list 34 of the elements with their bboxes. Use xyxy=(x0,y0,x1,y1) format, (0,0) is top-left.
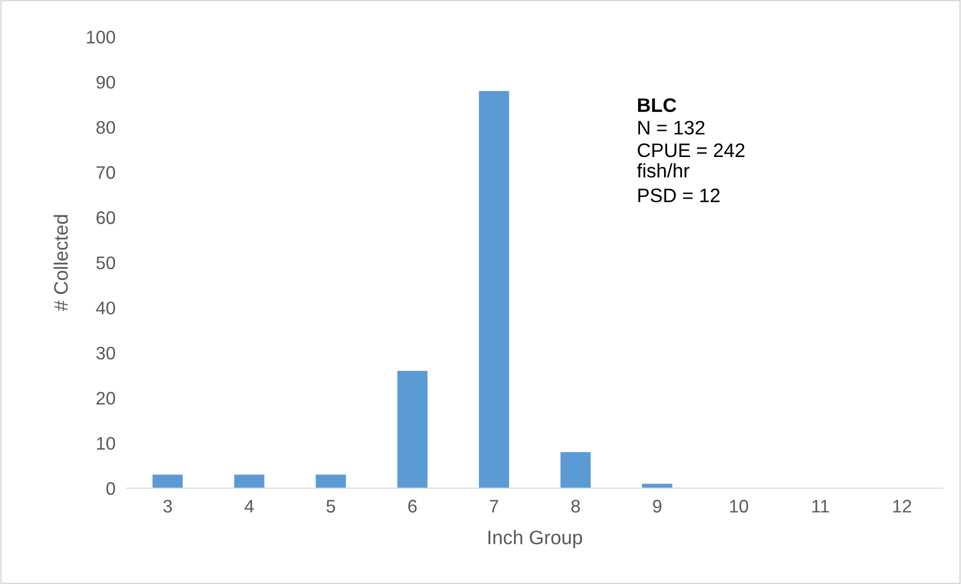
y-tick-label: 80 xyxy=(96,121,116,134)
y-tick-label: 90 xyxy=(96,76,116,89)
x-axis-title: Inch Group xyxy=(488,530,582,548)
bar xyxy=(397,370,428,488)
x-tick-label: 4 xyxy=(244,500,254,512)
y-tick-label: 40 xyxy=(96,302,116,314)
x-tick-label: 12 xyxy=(893,500,912,512)
x-tick-label: 8 xyxy=(571,500,580,513)
x-tick-label: 7 xyxy=(490,500,498,512)
bar xyxy=(316,474,346,488)
y-tick-label: 20 xyxy=(96,392,116,405)
x-tick-label: 5 xyxy=(326,500,336,513)
annotation: N = 132 xyxy=(638,120,704,135)
x-tick-label: 10 xyxy=(730,500,748,513)
y-axis-title: # Collected xyxy=(54,215,68,312)
x-tick-label: 3 xyxy=(163,500,172,513)
bar xyxy=(642,484,672,488)
bar xyxy=(152,474,183,488)
y-tick-label: 50 xyxy=(96,256,116,270)
bar xyxy=(560,452,591,488)
bar xyxy=(478,90,510,488)
annotation: PSD = 12 xyxy=(638,188,720,202)
bar xyxy=(234,474,264,488)
annotation: BLC xyxy=(638,98,676,112)
y-tick-label: 30 xyxy=(96,346,116,360)
y-tick-label: 10 xyxy=(97,437,116,450)
y-tick-label: 60 xyxy=(96,211,116,224)
x-tick-label: 9 xyxy=(653,500,662,513)
x-tick-label: 6 xyxy=(408,500,417,513)
y-tick-label: 70 xyxy=(96,166,116,179)
annotation: CPUE = 242 fish/hr xyxy=(637,143,744,178)
x-tick-label: 11 xyxy=(812,500,829,512)
y-tick-label: 0 xyxy=(106,482,116,495)
y-tick-label: 100 xyxy=(86,30,116,44)
